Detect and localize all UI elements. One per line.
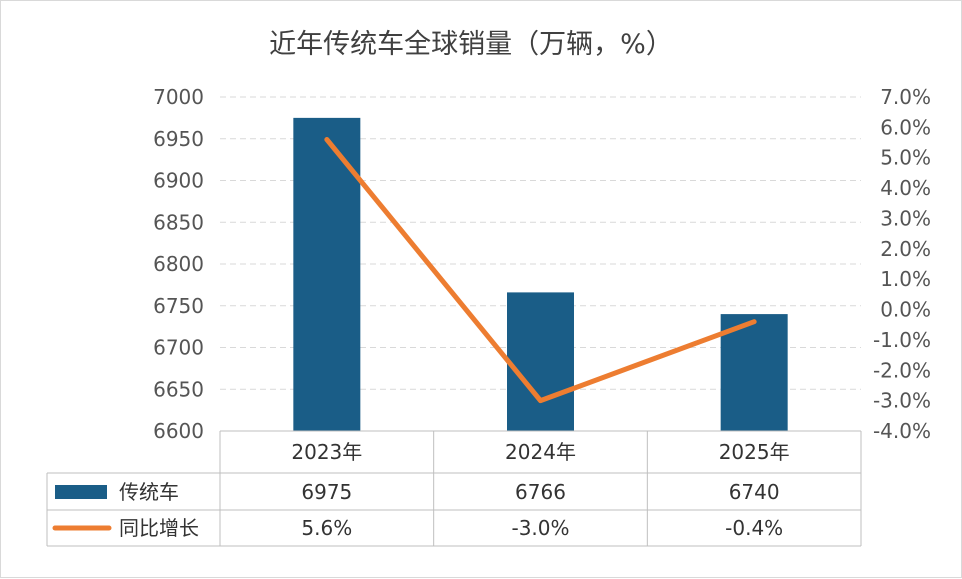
right-axis-tick-label: 3.0% bbox=[880, 206, 931, 230]
bar-2024年 bbox=[507, 292, 574, 431]
chart-title: 近年传统车全球销量（万辆，%） bbox=[269, 29, 673, 60]
legend-label: 传统车 bbox=[119, 480, 179, 504]
left-axis-tick-label: 6950 bbox=[153, 127, 204, 151]
right-axis-tick-label: -3.0% bbox=[873, 389, 931, 413]
right-axis-tick-label: 7.0% bbox=[880, 85, 931, 109]
left-axis-tick-label: 6600 bbox=[153, 419, 204, 443]
right-axis-tick-label: 6.0% bbox=[880, 115, 931, 139]
legend-key-bar bbox=[55, 485, 107, 499]
category-label: 2023年 bbox=[291, 440, 362, 464]
table-cell-value: 6766 bbox=[515, 480, 566, 504]
right-axis-tick-label: -2.0% bbox=[873, 358, 931, 382]
right-axis-tick-label: 5.0% bbox=[880, 146, 931, 170]
right-axis-ticks: -4.0% -3.0% -2.0% -1.0% 0.0% 1.0% 2.0% 3.0% 4.0%… bbox=[873, 85, 931, 443]
right-axis-tick-label: -1.0% bbox=[873, 328, 931, 352]
table-cell-value: -0.4% bbox=[725, 516, 783, 540]
legend-label: 同比增长 bbox=[119, 516, 199, 540]
table-cell-value: 6975 bbox=[301, 480, 352, 504]
left-axis-tick-label: 6850 bbox=[153, 210, 204, 234]
bar-series bbox=[293, 118, 787, 431]
table-cell-value: -3.0% bbox=[511, 516, 569, 540]
table-cell-value: 5.6% bbox=[301, 516, 352, 540]
right-axis-tick-label: 4.0% bbox=[880, 176, 931, 200]
right-axis-tick-label: 2.0% bbox=[880, 237, 931, 261]
left-axis-tick-label: 6700 bbox=[153, 336, 204, 360]
category-label: 2024年 bbox=[505, 440, 576, 464]
left-axis-tick-label: 6650 bbox=[153, 377, 204, 401]
right-axis-tick-label: 0.0% bbox=[880, 298, 931, 322]
right-axis-tick-label: 1.0% bbox=[880, 267, 931, 291]
left-axis-tick-label: 6800 bbox=[153, 252, 204, 276]
left-axis-tick-label: 7000 bbox=[153, 85, 204, 109]
table-cell-value: 6740 bbox=[729, 480, 780, 504]
right-axis-tick-label: -4.0% bbox=[873, 419, 931, 443]
category-label: 2025年 bbox=[719, 440, 790, 464]
left-axis-ticks: 6600 6650 6700 6750 6800 6850 6900 6950 7000 bbox=[153, 85, 204, 443]
left-axis-tick-label: 6900 bbox=[153, 169, 204, 193]
left-axis-tick-label: 6750 bbox=[153, 294, 204, 318]
